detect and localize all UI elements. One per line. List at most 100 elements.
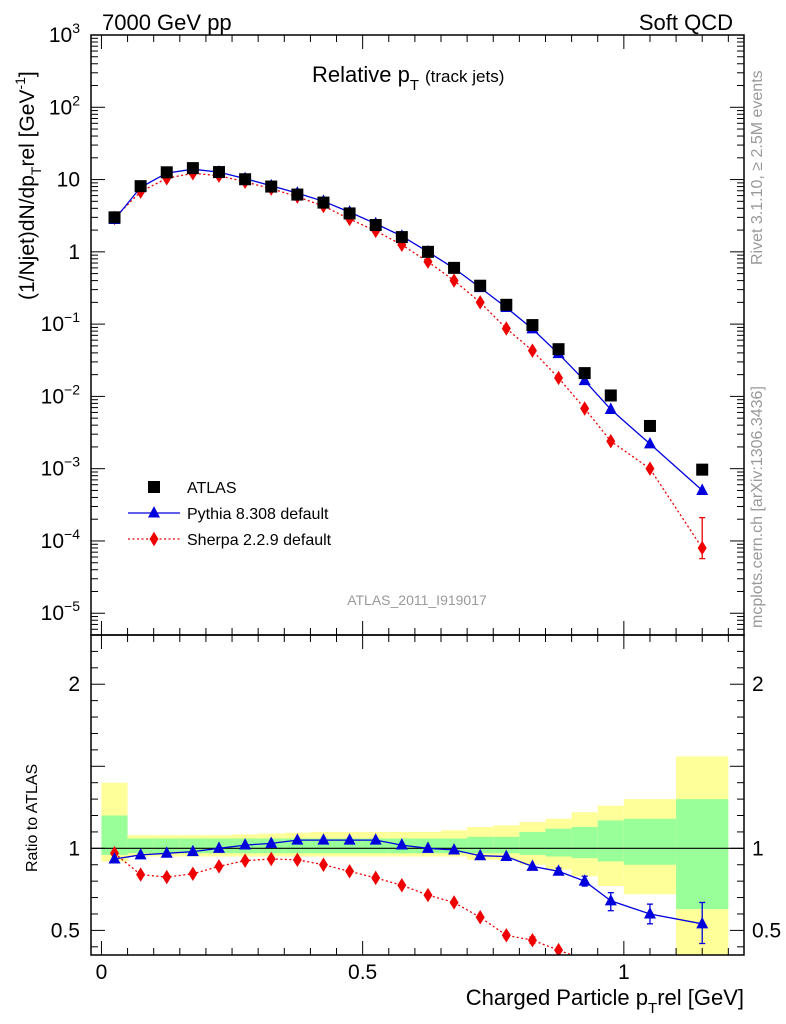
main-square-point bbox=[134, 180, 147, 193]
main-axes: 10−5 10−4 10−3 10−2 10−1 1 10 102 103 bbox=[41, 20, 745, 636]
plot-title: Relative pT (track jets) bbox=[312, 62, 504, 94]
main-square-point bbox=[317, 196, 330, 209]
main-square-point bbox=[696, 463, 709, 476]
main-square-point bbox=[395, 231, 408, 244]
ratio-triangle-point bbox=[239, 838, 252, 850]
plot-title-sub: T bbox=[410, 77, 419, 94]
ratio-y-tick-label-right: 2 bbox=[752, 673, 764, 696]
y-tick-label: 102 bbox=[49, 92, 80, 119]
y-tick-exponent: −2 bbox=[64, 381, 80, 397]
main-ylabel-a: (1/Njet)dN/dp bbox=[16, 175, 39, 300]
main-diamond-point bbox=[554, 370, 564, 386]
main-square-point bbox=[552, 343, 565, 356]
ratio-band-inner bbox=[336, 838, 363, 854]
y-tick-label: 103 bbox=[49, 20, 80, 47]
main-square-point bbox=[212, 166, 225, 179]
legend-label: Sherpa 2.2.9 default bbox=[187, 532, 332, 549]
ratio-diamond-point bbox=[266, 851, 276, 867]
main-diamond-point bbox=[527, 343, 537, 358]
ratio-ylabel: Ratio to ATLAS bbox=[24, 764, 41, 872]
main-square-point bbox=[474, 279, 487, 292]
ratio-triangle-point bbox=[212, 841, 225, 853]
ratio-band-inner bbox=[676, 799, 729, 910]
analysis-watermark: ATLAS_2011_I919017 bbox=[347, 592, 487, 608]
ratio-triangle-point bbox=[317, 833, 330, 845]
ratio-diamond-point bbox=[397, 878, 407, 893]
y-tick-exponent: 3 bbox=[72, 20, 80, 36]
main-triangle-point bbox=[604, 402, 617, 414]
ratio-triangle-point bbox=[395, 838, 408, 850]
main-diamond-point bbox=[606, 433, 616, 449]
ratio-band-inner bbox=[571, 827, 598, 859]
ratio-diamond-point bbox=[475, 910, 485, 925]
plot-title-main: Relative p bbox=[312, 62, 410, 87]
ratio-diamond-point bbox=[423, 887, 433, 903]
ratio-panel bbox=[91, 756, 744, 955]
y-tick-label: 1 bbox=[68, 241, 80, 264]
legend-label: Pythia 8.308 default bbox=[187, 506, 329, 523]
ratio-diamond-point bbox=[214, 859, 224, 874]
ratio-diamond-point bbox=[371, 870, 381, 886]
main-ylabel-end: ] bbox=[16, 71, 39, 77]
ratio-triangle-point bbox=[265, 836, 278, 848]
ratio-triangle-point bbox=[526, 859, 539, 871]
main-series-layer bbox=[108, 162, 709, 560]
ratio-diamond-point bbox=[449, 895, 459, 910]
legend: ATLAS Pythia 8.308 default Sherpa 2.2.9 de… bbox=[128, 480, 332, 549]
ratio-triangle-point bbox=[343, 833, 356, 845]
ratio-y-tick-label: 2 bbox=[68, 673, 80, 696]
ratio-triangle-point bbox=[643, 907, 656, 919]
xlabel-end: rel [GeV] bbox=[657, 985, 744, 1010]
main-diamond-line bbox=[114, 172, 703, 549]
y-tick-exponent: −1 bbox=[64, 309, 80, 325]
ratio-triangle-point bbox=[604, 893, 617, 906]
y-tick-label: 10−1 bbox=[41, 309, 81, 336]
header-left: 7000 GeV pp bbox=[102, 10, 232, 35]
main-square-point bbox=[643, 419, 656, 432]
xlabel-sub: T bbox=[648, 1000, 657, 1017]
main-square-point bbox=[500, 298, 513, 311]
main-square-point bbox=[421, 245, 434, 258]
ratio-triangle-point bbox=[448, 843, 461, 855]
main-ylabel-sub: T bbox=[28, 166, 44, 175]
legend-label: ATLAS bbox=[187, 480, 237, 497]
ratio-diamond-point bbox=[345, 864, 355, 879]
ratio-band-inner bbox=[519, 831, 546, 855]
ratio-triangle-line bbox=[114, 839, 703, 925]
main-diamond-point bbox=[697, 540, 707, 556]
x-tick-label: 0 bbox=[96, 961, 108, 984]
main-ylabel: (1/Njet)dN/dpTrel [GeV-1] bbox=[12, 71, 44, 300]
ratio-band-inner bbox=[597, 820, 624, 862]
main-square-point bbox=[265, 180, 278, 193]
main-ylabel-mid: rel [GeV bbox=[16, 90, 39, 167]
main-triangle-point bbox=[696, 483, 709, 495]
ratio-diamond-point bbox=[527, 933, 537, 948]
main-square-point bbox=[160, 166, 173, 179]
main-square-point bbox=[448, 261, 461, 274]
main-square-point bbox=[369, 219, 382, 232]
ratio-triangle-point bbox=[134, 847, 147, 860]
ratio-y-tick-label: 1 bbox=[68, 837, 80, 860]
ratio-band-inner bbox=[493, 836, 520, 854]
main-square-point bbox=[604, 389, 617, 402]
mcplots-label: mcplots.cern.ch [arXiv:1306.3436] bbox=[749, 386, 766, 628]
xlabel: Charged Particle pTrel [GeV] bbox=[466, 985, 744, 1017]
ratio-triangle-point bbox=[186, 844, 199, 857]
main-square-point bbox=[186, 162, 199, 175]
ratio-diamond-point bbox=[136, 867, 146, 882]
legend-marker bbox=[148, 506, 160, 518]
main-square-point bbox=[526, 319, 539, 332]
main-diamond-point bbox=[475, 295, 485, 310]
main-diamond-point bbox=[423, 254, 433, 269]
ratio-triangle-point bbox=[474, 848, 487, 861]
ratio-y-tick-label: 0.5 bbox=[51, 919, 80, 942]
ratio-triangle-point bbox=[552, 864, 565, 876]
main-triangle-point bbox=[578, 373, 591, 386]
ratio-diamond-point bbox=[292, 852, 302, 868]
header-right: Soft QCD bbox=[639, 10, 733, 35]
ratio-diamond-point bbox=[162, 869, 172, 885]
ratio-series-layer bbox=[108, 833, 709, 955]
ratio-diamond-point bbox=[188, 866, 198, 881]
rivet-version-label: Rivet 3.1.10, ≥ 2.5M events bbox=[749, 70, 766, 265]
ratio-y-tick-label-right: 1 bbox=[752, 837, 764, 860]
